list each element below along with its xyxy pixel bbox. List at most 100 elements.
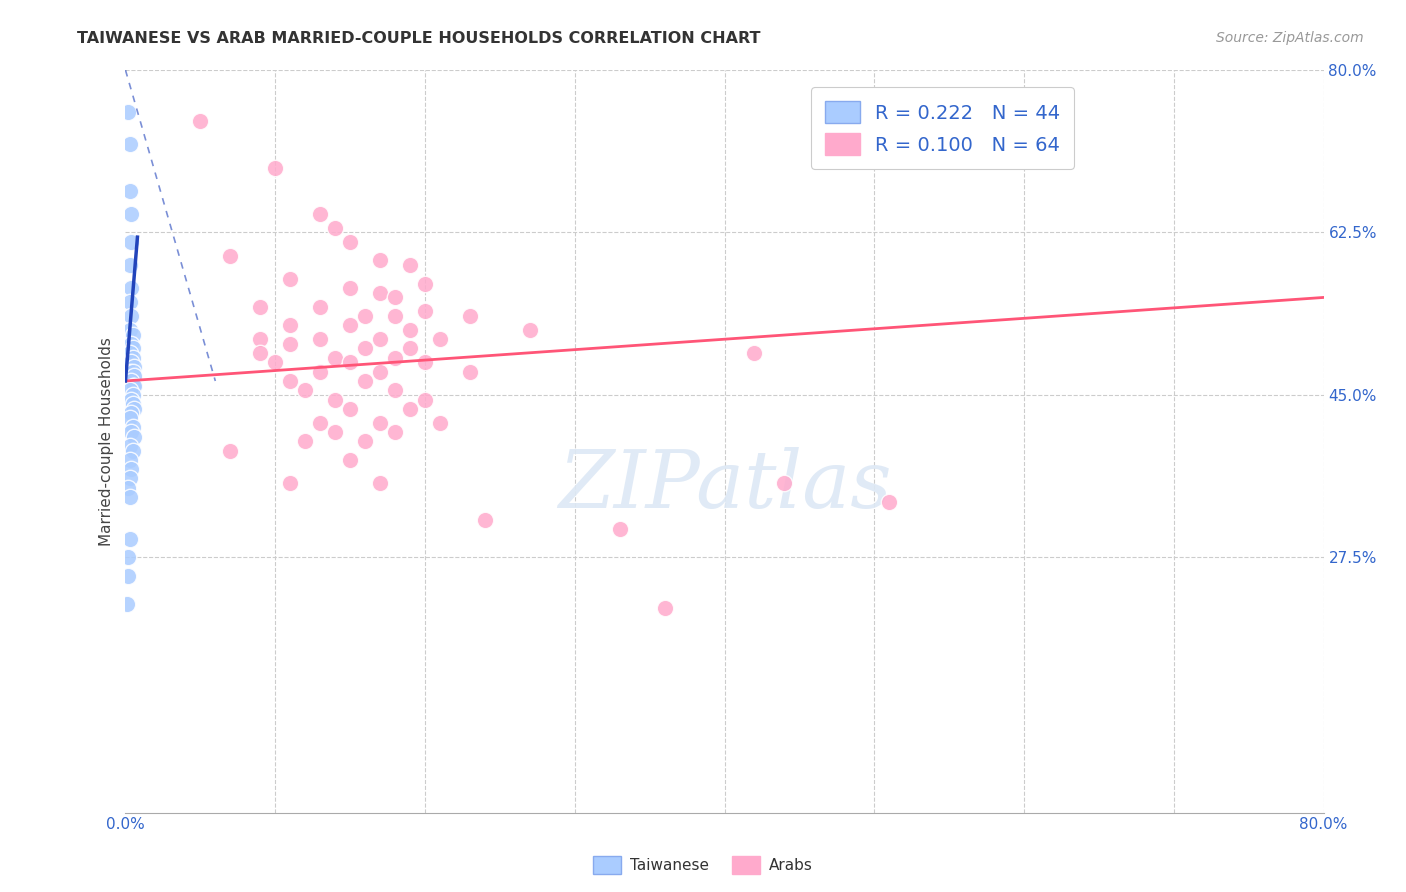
- Point: [413, 392, 436, 407]
- Point: [219, 443, 242, 458]
- Point: [458, 365, 481, 379]
- Point: [249, 300, 271, 314]
- Point: [354, 374, 377, 388]
- Point: [278, 318, 301, 333]
- Point: [294, 434, 316, 449]
- Point: [121, 207, 143, 221]
- Point: [309, 207, 332, 221]
- Point: [122, 365, 145, 379]
- Point: [354, 309, 377, 323]
- Point: [118, 453, 141, 467]
- Point: [368, 476, 391, 491]
- Point: [278, 476, 301, 491]
- Point: [117, 569, 139, 583]
- Point: [413, 277, 436, 291]
- Point: [339, 401, 361, 416]
- Point: [188, 114, 211, 128]
- Point: [124, 378, 146, 392]
- Point: [278, 374, 301, 388]
- Point: [773, 476, 796, 491]
- Point: [309, 365, 332, 379]
- Point: [117, 481, 139, 495]
- Point: [122, 443, 145, 458]
- Point: [121, 309, 143, 323]
- Point: [118, 323, 141, 337]
- Point: [368, 285, 391, 300]
- Point: [249, 332, 271, 346]
- Point: [124, 359, 146, 374]
- Point: [118, 365, 141, 379]
- Point: [339, 355, 361, 369]
- Point: [122, 378, 145, 392]
- Point: [609, 523, 631, 537]
- Point: [118, 439, 141, 453]
- Point: [339, 235, 361, 249]
- Point: [354, 434, 377, 449]
- Point: [121, 425, 143, 439]
- Point: [121, 462, 143, 476]
- Point: [264, 161, 287, 175]
- Point: [124, 369, 146, 384]
- Point: [654, 601, 676, 615]
- Point: [121, 355, 143, 369]
- Point: [278, 272, 301, 286]
- Point: [118, 471, 141, 485]
- Point: [118, 384, 141, 398]
- Point: [121, 281, 143, 295]
- Point: [429, 332, 451, 346]
- Point: [384, 351, 406, 365]
- Point: [118, 295, 141, 310]
- Point: [118, 184, 141, 198]
- Point: [474, 513, 496, 527]
- Point: [118, 346, 141, 360]
- Point: [219, 249, 242, 263]
- Point: [118, 532, 141, 546]
- Point: [744, 346, 766, 360]
- Point: [384, 384, 406, 398]
- Point: [339, 453, 361, 467]
- Point: [384, 309, 406, 323]
- Point: [278, 336, 301, 351]
- Text: TAIWANESE VS ARAB MARRIED-COUPLE HOUSEHOLDS CORRELATION CHART: TAIWANESE VS ARAB MARRIED-COUPLE HOUSEHO…: [77, 31, 761, 46]
- Point: [399, 342, 422, 356]
- Point: [118, 137, 141, 152]
- Point: [118, 490, 141, 504]
- Point: [368, 332, 391, 346]
- Point: [122, 388, 145, 402]
- Point: [368, 365, 391, 379]
- Point: [117, 104, 139, 119]
- Point: [121, 407, 143, 421]
- Point: [519, 323, 541, 337]
- Point: [115, 597, 138, 611]
- Legend: Taiwanese, Arabs: Taiwanese, Arabs: [588, 850, 818, 880]
- Point: [368, 416, 391, 430]
- Point: [117, 550, 139, 565]
- Point: [121, 336, 143, 351]
- Point: [309, 332, 332, 346]
- Point: [121, 392, 143, 407]
- Point: [368, 253, 391, 268]
- Y-axis label: Married-couple Households: Married-couple Households: [100, 337, 114, 546]
- Point: [309, 416, 332, 430]
- Point: [339, 281, 361, 295]
- Text: Source: ZipAtlas.com: Source: ZipAtlas.com: [1216, 31, 1364, 45]
- Point: [399, 258, 422, 272]
- Point: [122, 342, 145, 356]
- Point: [384, 425, 406, 439]
- Point: [339, 318, 361, 333]
- Point: [124, 430, 146, 444]
- Point: [323, 220, 346, 235]
- Point: [249, 346, 271, 360]
- Point: [323, 351, 346, 365]
- Point: [458, 309, 481, 323]
- Point: [429, 416, 451, 430]
- Point: [122, 351, 145, 365]
- Point: [309, 300, 332, 314]
- Point: [121, 374, 143, 388]
- Point: [877, 494, 900, 508]
- Point: [118, 411, 141, 425]
- Point: [413, 355, 436, 369]
- Point: [354, 342, 377, 356]
- Point: [124, 401, 146, 416]
- Point: [121, 235, 143, 249]
